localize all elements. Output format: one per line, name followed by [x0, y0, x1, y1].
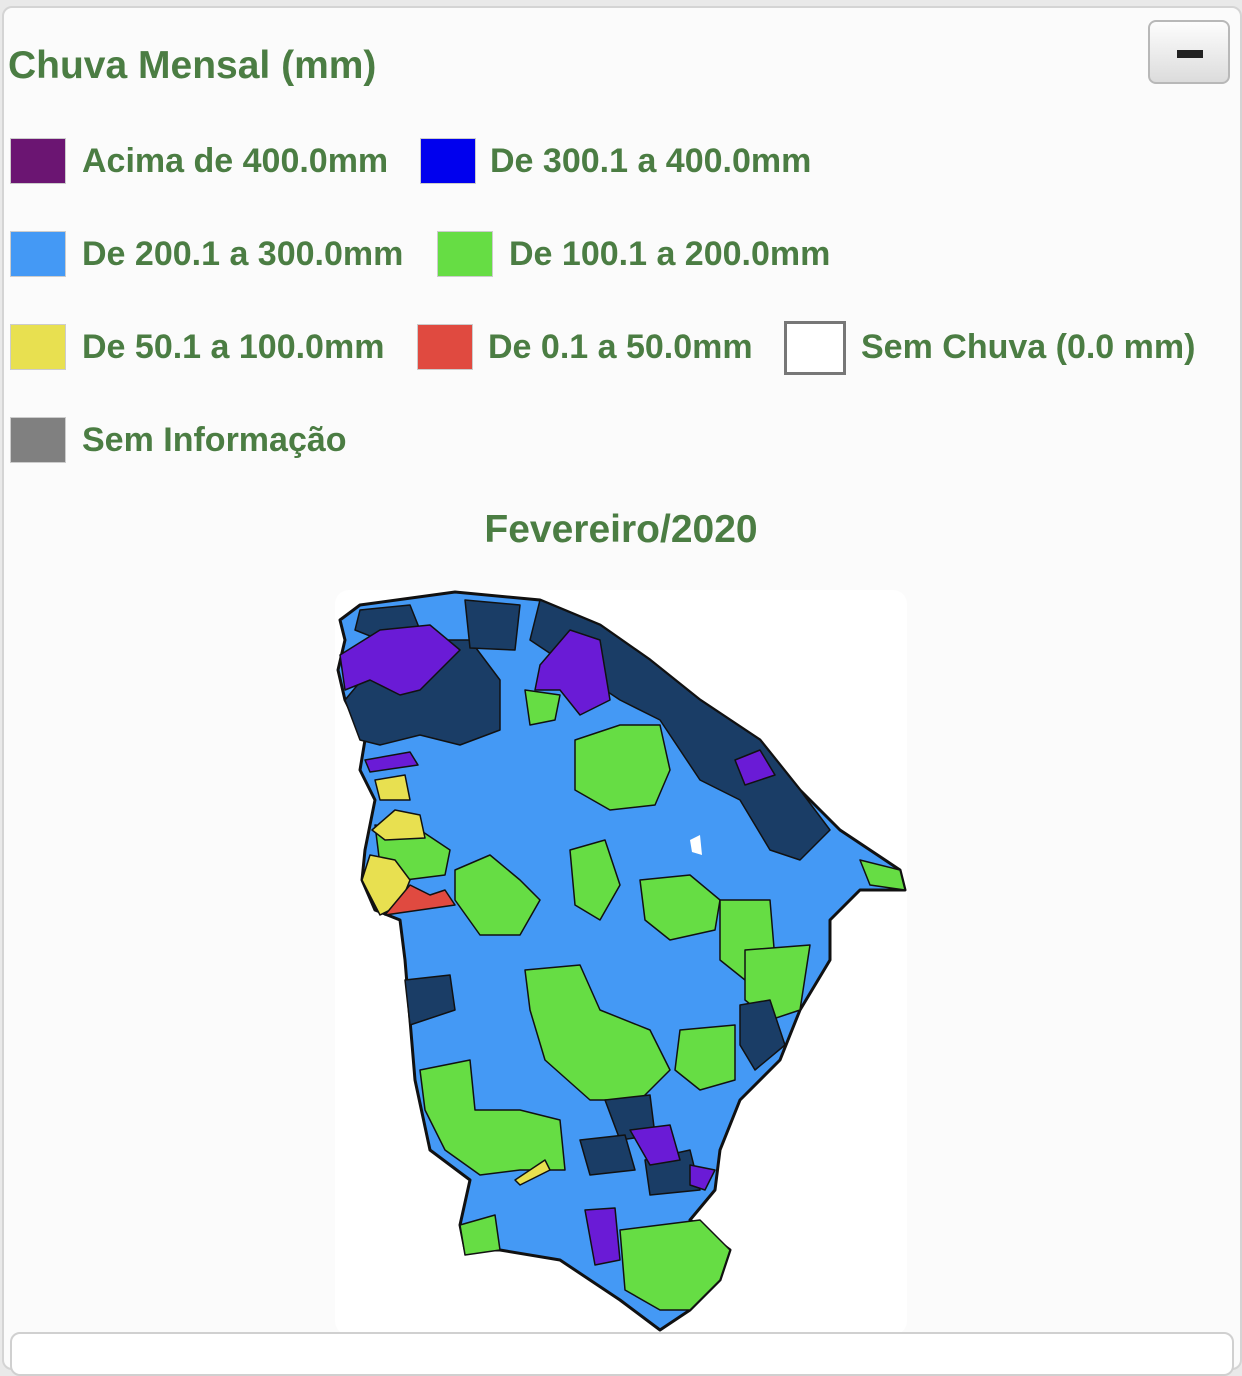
region — [690, 835, 702, 855]
minus-icon — [1177, 50, 1203, 58]
panel-title: Chuva Mensal (mm) — [8, 44, 377, 87]
region — [689, 1164, 716, 1191]
region — [534, 629, 611, 716]
region — [579, 1134, 636, 1176]
region — [374, 774, 411, 801]
region — [339, 624, 461, 696]
region — [371, 809, 426, 841]
region — [584, 1207, 621, 1266]
region — [454, 854, 541, 936]
region — [459, 1214, 501, 1256]
table-edge — [10, 1332, 1234, 1376]
legend-label: Acima de 400.0mm — [82, 142, 389, 180]
region — [629, 1124, 681, 1166]
legend-label: De 100.1 a 200.0mm — [509, 235, 831, 273]
region — [859, 859, 906, 891]
region — [574, 724, 671, 811]
legend-swatch — [10, 231, 66, 277]
region — [464, 599, 521, 651]
region — [639, 874, 721, 941]
legend-label: De 200.1 a 300.0mm — [82, 235, 404, 273]
legend-swatch — [417, 324, 473, 370]
legend-swatch — [10, 417, 66, 463]
legend-label: De 300.1 a 400.0mm — [490, 142, 812, 180]
region — [734, 749, 776, 786]
region — [419, 1059, 566, 1176]
region — [569, 839, 621, 921]
region — [674, 1024, 736, 1091]
legend-label: Sem Informação — [82, 421, 347, 459]
legend-label: De 0.1 a 50.0mm — [488, 328, 753, 366]
collapse-button[interactable] — [1148, 20, 1230, 84]
region — [384, 884, 456, 916]
legend-label: Sem Chuva (0.0 mm) — [861, 328, 1196, 366]
region — [364, 751, 419, 773]
region — [524, 964, 671, 1101]
legend-swatch — [10, 324, 66, 370]
region — [619, 1219, 731, 1311]
region — [514, 1159, 551, 1186]
region — [739, 999, 786, 1071]
legend-swatch — [784, 321, 846, 375]
legend-label: De 50.1 a 100.0mm — [82, 328, 385, 366]
region — [524, 689, 561, 726]
legend-swatch — [10, 138, 66, 184]
legend-swatch — [437, 231, 493, 277]
region — [404, 974, 456, 1026]
legend-swatch — [420, 138, 476, 184]
map-title: Fevereiro/2020 — [484, 508, 758, 551]
